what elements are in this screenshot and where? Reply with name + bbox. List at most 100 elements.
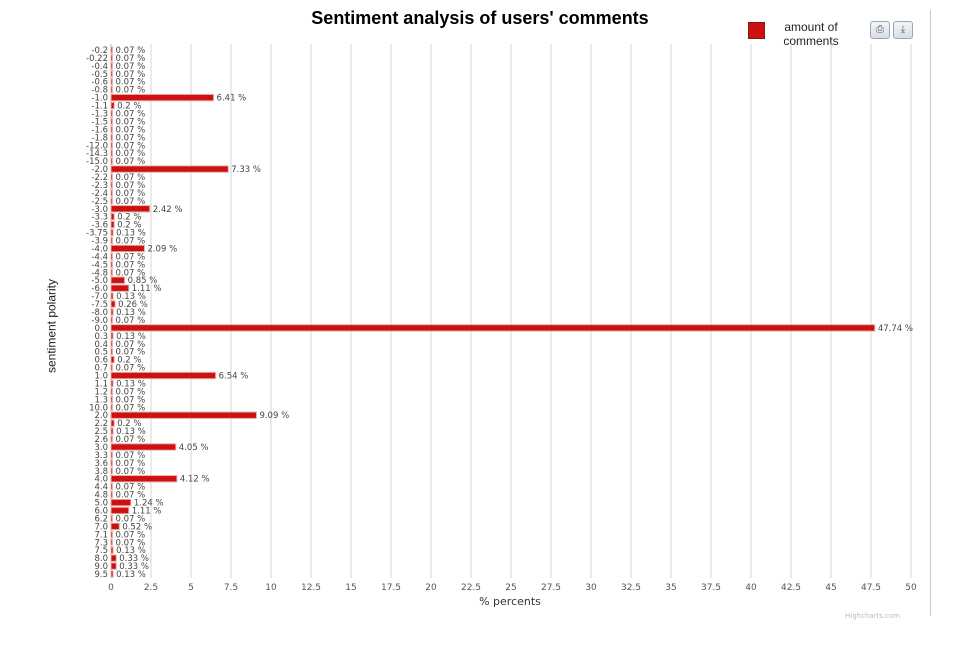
y-tick-label: -3.6	[91, 221, 108, 231]
bar	[110, 348, 113, 356]
bar	[110, 506, 130, 515]
data-label: 0.07 %	[116, 197, 146, 207]
data-label: 0.07 %	[116, 435, 146, 445]
data-label: 0.13 %	[116, 546, 146, 556]
data-label: 0.07 %	[116, 491, 146, 501]
y-tick-label: -9.0	[91, 316, 108, 326]
bar	[110, 371, 217, 380]
data-label: 0.2 %	[117, 213, 141, 223]
data-label: 0.07 %	[116, 62, 146, 72]
data-label: 0.07 %	[116, 157, 146, 167]
print-button[interactable]: ⎙	[870, 21, 890, 39]
download-icon: ⤓	[900, 24, 906, 35]
bar	[110, 324, 876, 332]
data-label: 0.2 %	[117, 419, 141, 429]
bar	[110, 260, 113, 269]
x-tick-label: 12.5	[301, 583, 321, 593]
data-label: 0.07 %	[116, 451, 146, 461]
y-tick-label: 9.5	[94, 570, 108, 580]
x-tick-label: 42.5	[781, 583, 801, 593]
y-tick-label: 3.8	[94, 467, 108, 477]
bar	[110, 157, 113, 165]
bar	[110, 141, 113, 149]
y-tick-label: -0.4	[91, 62, 108, 72]
data-label: 47.74 %	[878, 324, 913, 334]
bar	[110, 538, 113, 546]
y-tick-label: -2.0	[91, 165, 108, 175]
y-tick-label: 0.4	[94, 340, 108, 350]
bar	[110, 62, 113, 70]
data-label: 0.07 %	[116, 125, 146, 135]
x-tick-label: 32.5	[621, 583, 641, 593]
y-tick-label: -0.8	[91, 86, 108, 96]
y-tick-label: -4.0	[91, 244, 108, 254]
bar	[110, 46, 113, 54]
x-tick-label: 0	[108, 583, 114, 593]
bar	[110, 78, 113, 86]
data-label: 0.07 %	[116, 395, 146, 405]
data-label: 0.07 %	[116, 364, 146, 374]
y-tick-label: 2.5	[94, 427, 108, 437]
x-tick-label: 50	[905, 583, 917, 593]
y-tick-label: -6.0	[91, 284, 108, 294]
bar	[110, 70, 113, 78]
y-tick-label: 0.3	[94, 332, 108, 342]
y-tick-label: -12.0	[86, 141, 108, 151]
data-label: 0.13 %	[116, 332, 146, 342]
y-tick-label: 9.0	[94, 562, 108, 572]
data-label: 0.07 %	[116, 173, 146, 183]
data-label: 0.2 %	[117, 356, 141, 366]
bar	[110, 125, 113, 134]
data-label: 0.07 %	[116, 340, 146, 350]
data-label: 0.07 %	[116, 316, 146, 326]
y-tick-label: 3.3	[94, 451, 108, 461]
bar	[110, 316, 113, 324]
legend[interactable]: amount of comments	[748, 20, 868, 54]
data-label: 2.42 %	[153, 205, 183, 215]
legend-label[interactable]: amount of comments	[783, 20, 839, 48]
x-tick-label: 2.5	[144, 583, 158, 593]
bar	[110, 411, 257, 419]
y-tick-label: -4.8	[91, 268, 108, 278]
data-label: 7.33 %	[231, 165, 261, 175]
y-tick-label: -4.5	[91, 260, 108, 270]
data-label: 0.07 %	[116, 260, 146, 270]
bar	[110, 93, 215, 102]
bar	[110, 252, 113, 261]
y-tick-label: 0.6	[94, 356, 108, 366]
data-label: 0.13 %	[116, 570, 146, 580]
bar	[110, 284, 130, 292]
y-tick-label: 3.0	[94, 443, 108, 453]
bar	[110, 332, 114, 340]
y-tick-label: -5.0	[91, 276, 108, 286]
data-label: 0.07 %	[116, 117, 146, 127]
x-tick-label: 15	[345, 583, 356, 593]
bar	[110, 109, 113, 118]
y-tick-label: -3.0	[91, 205, 108, 215]
y-tick-label: 7.1	[94, 530, 108, 540]
data-label: 0.07 %	[116, 46, 146, 56]
y-tick-label: -2.3	[91, 181, 108, 191]
data-label: 0.07 %	[116, 403, 146, 413]
y-tick-label: 0.7	[94, 364, 108, 374]
data-label: 0.13 %	[116, 229, 146, 239]
bar	[110, 475, 178, 483]
data-label: 0.07 %	[116, 348, 146, 358]
bar	[110, 355, 115, 364]
bar	[110, 276, 126, 284]
download-button[interactable]: ⤓	[893, 21, 913, 39]
data-label: 0.07 %	[116, 133, 146, 143]
bar	[110, 181, 113, 189]
bar	[110, 482, 113, 491]
x-tick-label: 10	[265, 583, 277, 593]
y-tick-label: 2.0	[94, 411, 108, 421]
legend-swatch[interactable]	[748, 22, 765, 39]
bar	[110, 459, 113, 467]
data-label: 0.07 %	[116, 268, 146, 278]
bar	[110, 173, 113, 181]
y-tick-label: 4.0	[94, 475, 108, 485]
x-tick-label: 30	[585, 583, 597, 593]
y-tick-label: -7.0	[91, 292, 108, 302]
y-tick-label: 1.2	[94, 387, 108, 397]
data-label: 0.07 %	[116, 181, 146, 191]
